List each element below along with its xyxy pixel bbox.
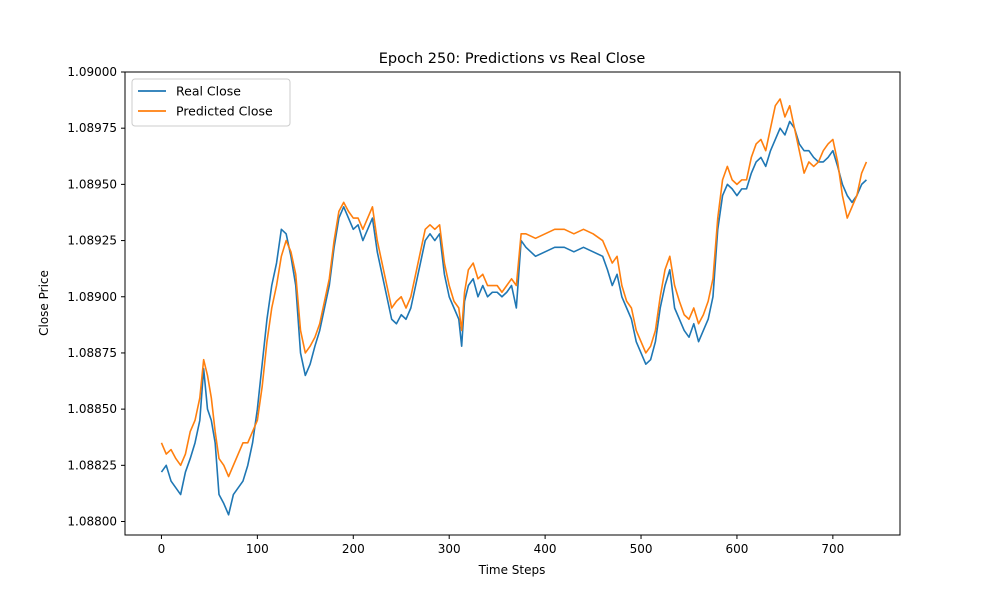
x-tick-label: 100: [246, 542, 269, 556]
legend: Real Close Predicted Close: [131, 78, 291, 127]
plot-frame: [124, 71, 901, 536]
x-tick-label: 400: [534, 542, 557, 556]
x-tick-label: 600: [725, 542, 748, 556]
x-axis: 0 100 200 300 400 500 600 700: [158, 535, 844, 556]
y-tick-label: 1.08925: [67, 234, 117, 248]
y-tick-label: 1.08800: [67, 515, 117, 529]
chart-title: Epoch 250: Predictions vs Real Close: [379, 51, 646, 67]
series-line-1: [160, 120, 867, 516]
x-tick-label: 200: [342, 542, 365, 556]
x-tick-label: 700: [821, 542, 844, 556]
x-tick-label: 0: [158, 542, 166, 556]
y-tick-label: 1.08875: [67, 346, 117, 360]
x-tick-label: 500: [630, 542, 653, 556]
legend-label-2: Predicted Close: [176, 104, 273, 119]
y-tick-label: 1.08825: [67, 458, 117, 472]
y-axis: 1.08800 1.08825 1.08850 1.08875 1.08900 1.089…: [67, 65, 125, 529]
y-tick-label: 1.08850: [67, 402, 117, 416]
series-layer: [160, 98, 868, 516]
y-axis-label: Close Price: [37, 270, 51, 336]
y-tick-label: 1.08975: [67, 121, 117, 135]
y-tick-label: 1.09000: [67, 65, 117, 79]
y-tick-label: 1.08900: [67, 290, 117, 304]
legend-label-1: Real Close: [176, 84, 241, 99]
legend-box: [131, 78, 291, 127]
x-tick-label: 300: [438, 542, 461, 556]
y-tick-label: 1.08950: [67, 177, 117, 191]
x-axis-label: Time Steps: [478, 563, 546, 577]
series-line-2: [160, 98, 868, 478]
